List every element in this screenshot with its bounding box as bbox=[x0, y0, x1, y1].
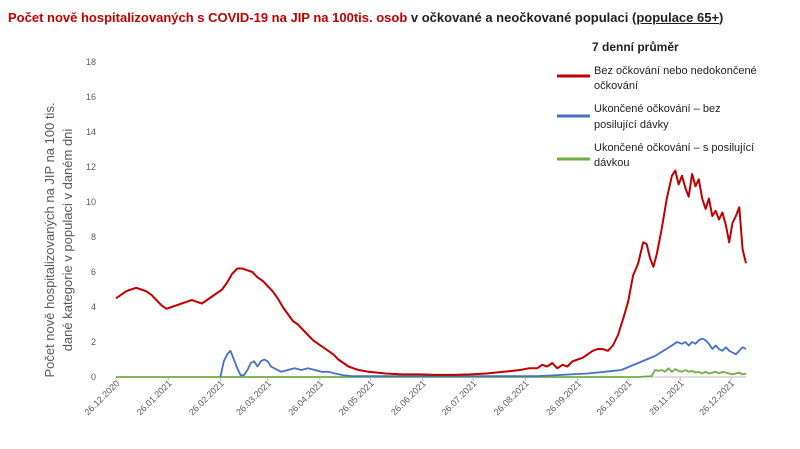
y-axis: 0 2 4 6 8 10 12 14 16 18 bbox=[86, 57, 96, 382]
legend-title: 7 denní průměr bbox=[592, 40, 679, 54]
x-tick-label: 26.01.2021 bbox=[135, 378, 174, 417]
legend-item-unvaccinated: Bez očkování nebo nedokončené očkování bbox=[557, 65, 757, 92]
y-tick-label: 10 bbox=[86, 197, 96, 207]
legend-label-no-booster-2: posilující dávky bbox=[594, 119, 669, 131]
x-tick-label: 26.09.2021 bbox=[544, 378, 583, 417]
y-tick-label: 14 bbox=[86, 127, 96, 137]
series-group bbox=[115, 169, 747, 378]
series-line-unvaccinated bbox=[115, 169, 747, 376]
x-tick-label: 26.02.2021 bbox=[187, 378, 226, 417]
x-axis: 26.12.2020 26.01.2021 26.02.2021 26.03.2021… bbox=[82, 376, 746, 417]
title-part-close: ) bbox=[719, 10, 724, 25]
y-tick-label: 8 bbox=[91, 232, 96, 242]
legend-label-unvaccinated-1: Bez očkování nebo nedokončené bbox=[594, 65, 757, 77]
legend-label-unvaccinated-2: očkování bbox=[594, 80, 638, 92]
legend-label-booster-2: dávkou bbox=[594, 157, 629, 169]
y-tick-label: 16 bbox=[86, 92, 96, 102]
legend-label-no-booster-1: Ukončené očkování – bez bbox=[594, 103, 721, 115]
title-part-highlight: Počet nově hospitalizovaných s COVID-19 … bbox=[8, 10, 408, 25]
x-tick-label: 26.07.2021 bbox=[440, 378, 479, 417]
x-tick-label: 26.04.2021 bbox=[286, 378, 325, 417]
y-tick-label: 0 bbox=[91, 372, 96, 382]
legend-item-no-booster: Ukončené očkování – bez posilující dávky bbox=[557, 103, 721, 131]
x-tick-label: 26.12.2020 bbox=[82, 378, 121, 417]
title-part-population: populace 65+ bbox=[636, 10, 720, 25]
y-tick-label: 4 bbox=[91, 302, 96, 312]
chart-title: Počet nově hospitalizovaných s COVID-19 … bbox=[8, 10, 723, 25]
x-tick-label: 26.11.2021 bbox=[647, 378, 685, 416]
x-tick-label: 26.03.2021 bbox=[234, 378, 273, 417]
legend: 7 denní průměr Bez očkování nebo nedokon… bbox=[557, 40, 757, 169]
y-axis-label-line2: dané kategorie v populaci v daném dni bbox=[60, 129, 75, 352]
x-tick-label: 26.10.2021 bbox=[595, 378, 634, 417]
y-tick-label: 2 bbox=[91, 337, 96, 347]
x-tick-label: 26.12.2021 bbox=[697, 378, 736, 417]
legend-label-booster-1: Ukončené očkování – s posilující bbox=[594, 142, 754, 154]
y-tick-label: 6 bbox=[91, 267, 96, 277]
legend-item-booster: Ukončené očkování – s posilující dávkou bbox=[557, 142, 754, 169]
x-tick-label: 26.06.2021 bbox=[389, 378, 428, 417]
y-tick-label: 18 bbox=[86, 57, 96, 67]
y-axis-label-line1: Počet nově hospitalizovaných na JIP na 1… bbox=[42, 102, 57, 377]
title-part-main: v očkované a neočkované populaci ( bbox=[407, 10, 637, 25]
x-tick-label: 26.05.2021 bbox=[337, 378, 376, 417]
series-line-no-booster bbox=[219, 337, 747, 378]
y-tick-label: 12 bbox=[86, 162, 96, 172]
y-axis-label: Počet nově hospitalizovaných na JIP na 1… bbox=[42, 102, 75, 377]
series-line-booster bbox=[116, 367, 747, 378]
x-tick-label: 26.08.2021 bbox=[492, 378, 531, 417]
